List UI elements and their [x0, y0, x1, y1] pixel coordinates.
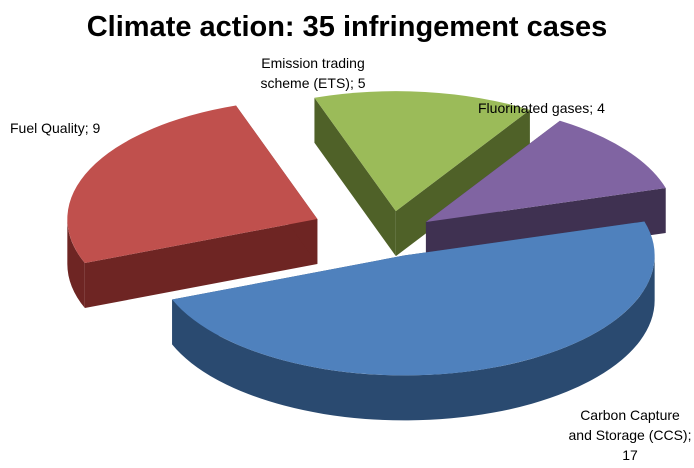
slice-wall: [67, 218, 85, 309]
slice-side: [84, 218, 318, 309]
slice-top: [314, 91, 530, 212]
slice: [67, 105, 318, 309]
slice-side: [314, 97, 396, 257]
slice: [172, 221, 655, 421]
slice-top: [172, 221, 655, 376]
data-label: Fuel Quality; 9: [10, 120, 100, 136]
slice-wall: [172, 255, 655, 421]
slice-top: [425, 120, 666, 222]
chart-title: Climate action: 35 infringement cases: [87, 11, 608, 43]
data-label: Fluorinated gases; 4: [478, 100, 605, 116]
data-label: Carbon Capture and Storage (CCS); 17: [569, 407, 692, 463]
slice-top: [67, 105, 318, 264]
data-label: Emission trading scheme (ETS); 5: [260, 55, 365, 91]
